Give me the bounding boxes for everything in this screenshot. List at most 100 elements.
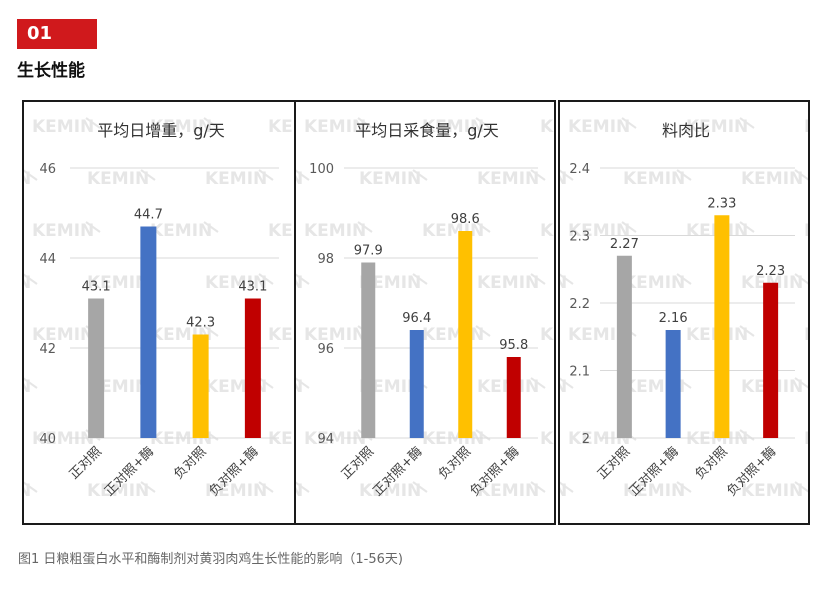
watermark-text: KEMIN xyxy=(296,481,303,501)
watermark-stroke xyxy=(794,481,808,493)
chart-title: 料肉比 xyxy=(662,121,710,140)
watermark-text: KEMIN xyxy=(304,325,366,345)
watermark-stroke xyxy=(739,221,755,233)
chart-title: 平均日增重，g/天 xyxy=(97,121,225,140)
watermark-stroke xyxy=(85,221,101,233)
watermark-stroke xyxy=(530,273,546,285)
watermark-text: KEMIN xyxy=(540,117,556,137)
category-label: 负对照 xyxy=(436,444,474,482)
chart-panel-feed-conversion-ratio: KEMIN KEMIN KEMIN KEMIN KEMIN KEMIN KEMIN KEMIN… xyxy=(558,100,810,525)
watermark-text: KEMIN xyxy=(560,377,567,397)
watermark-text: KEMIN xyxy=(32,429,94,449)
watermark-text: KEMIN xyxy=(804,117,810,137)
watermark-stroke xyxy=(24,273,38,285)
watermark-stroke xyxy=(85,117,101,129)
watermark-stroke xyxy=(24,169,38,181)
watermark-text: KEMIN xyxy=(477,273,539,293)
watermark-text: KEMIN xyxy=(205,273,267,293)
figure-caption: 图1 日粮粗蛋白水平和酶制剂对黄羽肉鸡生长性能的影响（1-56天) xyxy=(18,552,403,567)
bar xyxy=(665,330,681,438)
watermark-stroke xyxy=(258,377,274,389)
data-label: 2.23 xyxy=(756,264,785,279)
y-tick-label: 98 xyxy=(317,252,334,267)
data-label: 43.1 xyxy=(238,280,267,295)
watermark-text: KEMIN xyxy=(568,429,630,449)
watermark-stroke xyxy=(203,325,219,337)
watermark-stroke xyxy=(676,481,692,493)
watermark-stroke xyxy=(794,377,808,389)
y-tick-label: 2.4 xyxy=(569,162,590,177)
watermark-text: KEMIN xyxy=(422,325,484,345)
watermark-stroke xyxy=(296,481,310,493)
watermark-stroke xyxy=(560,273,574,285)
watermark-text: KEMIN xyxy=(560,169,567,189)
watermark-text: KEMIN xyxy=(741,481,803,501)
section-title: 生长性能 xyxy=(17,61,85,81)
watermark-stroke xyxy=(676,273,692,285)
watermark-stroke xyxy=(475,325,491,337)
watermark-stroke xyxy=(412,273,428,285)
watermark-text: KEMIN xyxy=(268,117,296,137)
watermark-text: KEMIN xyxy=(540,221,556,241)
y-tick-label: 96 xyxy=(317,342,334,357)
watermark-text: KEMIN xyxy=(32,221,94,241)
y-tick-label: 94 xyxy=(317,432,334,447)
watermark-text: KEMIN xyxy=(205,169,267,189)
watermark-stroke xyxy=(475,221,491,233)
watermark-text: KEMIN xyxy=(24,377,31,397)
watermark-stroke xyxy=(412,169,428,181)
y-tick-label: 40 xyxy=(39,432,56,447)
chart-panel-daily-gain: KEMIN KEMIN KEMIN KEMIN KEMIN KEMIN KEMIN KEMIN… xyxy=(22,100,296,525)
watermark-text: KEMIN xyxy=(623,169,685,189)
bar xyxy=(192,334,209,438)
watermark-text: KEMIN xyxy=(150,117,212,137)
watermark-stroke xyxy=(296,169,310,181)
watermark-stroke xyxy=(530,481,546,493)
watermark-text: KEMIN xyxy=(87,273,149,293)
watermark-stroke xyxy=(258,169,274,181)
watermark-text: KEMIN xyxy=(32,325,94,345)
watermark-layer: KEMIN KEMIN KEMIN KEMIN KEMIN KEMIN KEMIN KEMIN… xyxy=(24,117,296,501)
watermark-stroke xyxy=(676,169,692,181)
bar xyxy=(140,226,157,438)
watermark-text: KEMIN xyxy=(568,325,630,345)
bar xyxy=(458,231,473,438)
watermark-stroke xyxy=(140,169,156,181)
chart-panel-daily-feed-intake: KEMIN KEMIN KEMIN KEMIN KEMIN KEMIN KEMIN KEMIN… xyxy=(294,100,556,525)
category-label: 正对照 xyxy=(595,444,633,482)
watermark-text: KEMIN xyxy=(422,117,484,137)
y-tick-label: 100 xyxy=(309,162,334,177)
watermark-stroke xyxy=(296,377,310,389)
watermark-stroke xyxy=(412,481,428,493)
watermark-stroke xyxy=(794,273,808,285)
watermark-text: KEMIN xyxy=(359,169,421,189)
watermark-stroke xyxy=(258,273,274,285)
watermark-stroke xyxy=(530,169,546,181)
y-tick-label: 2.2 xyxy=(569,297,590,312)
chart-title: 平均日采食量，g/天 xyxy=(355,121,499,140)
bar xyxy=(409,330,424,438)
watermark-stroke xyxy=(24,377,38,389)
watermark-text: KEMIN xyxy=(268,429,296,449)
section-number-badge: 01 xyxy=(17,19,97,49)
y-tick-label: 2.1 xyxy=(569,365,590,380)
watermark-text: KEMIN xyxy=(205,481,267,501)
watermark-text: KEMIN xyxy=(686,117,748,137)
watermark-stroke xyxy=(357,221,373,233)
watermark-stroke xyxy=(560,481,574,493)
watermark-text: KEMIN xyxy=(150,221,212,241)
watermark-text: KEMIN xyxy=(296,377,303,397)
category-label: 负对照 xyxy=(693,444,731,482)
chart-daily-gain: KEMIN KEMIN KEMIN KEMIN KEMIN KEMIN KEMIN KEMIN… xyxy=(24,117,296,501)
data-label: 2.33 xyxy=(707,196,736,211)
watermark-stroke xyxy=(203,117,219,129)
bar xyxy=(714,215,730,438)
watermark-text: KEMIN xyxy=(359,481,421,501)
y-tick-label: 44 xyxy=(39,252,56,267)
y-tick-label: 42 xyxy=(39,342,56,357)
watermark-text: KEMIN xyxy=(87,481,149,501)
category-label: 正对照 xyxy=(339,444,377,482)
bar xyxy=(244,298,261,438)
watermark-text: KEMIN xyxy=(268,221,296,241)
watermark-text: KEMIN xyxy=(560,273,567,293)
